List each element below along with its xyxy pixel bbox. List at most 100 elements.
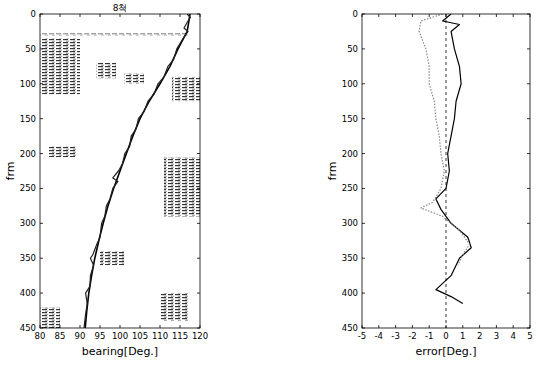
x-tick [140, 325, 141, 328]
x-tick [496, 325, 497, 328]
y-tick [362, 188, 365, 189]
y-tick [527, 328, 530, 329]
y-tick [197, 328, 200, 329]
y-tick-label: 50 [347, 44, 358, 54]
y-tick [197, 223, 200, 224]
clutter-region [160, 293, 188, 321]
y-tick [527, 48, 530, 49]
y-tick [40, 48, 43, 49]
y-tick-label: 250 [342, 183, 358, 193]
x-tick-label: -3 [391, 331, 399, 341]
y-tick [362, 328, 365, 329]
y-tick [527, 188, 530, 189]
x-tick [378, 325, 379, 328]
y-tick [197, 48, 200, 49]
x-tick-label: 95 [95, 331, 106, 341]
y-tick [197, 153, 200, 154]
y-tick [527, 83, 530, 84]
plot-background [40, 14, 200, 328]
x-tick [180, 14, 181, 17]
y-tick [40, 153, 43, 154]
y-axis-title: frm [326, 162, 339, 181]
clutter-region [48, 147, 76, 157]
y-tick-label: 150 [342, 114, 358, 124]
y-tick [197, 188, 200, 189]
x-tick [140, 14, 141, 17]
y-tick [40, 258, 43, 259]
clutter-region [40, 38, 80, 94]
y-tick-label: 250 [20, 183, 36, 193]
y-tick [527, 14, 530, 15]
y-tick [40, 188, 43, 189]
y-tick [527, 223, 530, 224]
clutter-region [40, 34, 188, 36]
x-tick-label: 90 [75, 331, 86, 341]
x-tick [80, 325, 81, 328]
x-tick [60, 14, 61, 17]
clutter-region [100, 251, 124, 265]
x-tick-label: 1 [460, 331, 465, 341]
plot-frame [362, 14, 530, 328]
x-tick-label: -4 [375, 331, 383, 341]
x-tick [180, 325, 181, 328]
x-axis-title: error[Deg.] [416, 345, 477, 358]
x-tick [462, 14, 463, 17]
y-tick [362, 118, 365, 119]
y-tick [197, 118, 200, 119]
y-tick [40, 223, 43, 224]
x-tick [412, 14, 413, 17]
y-tick [362, 153, 365, 154]
x-tick [479, 325, 480, 328]
plot-background [362, 14, 530, 328]
y-tick [197, 83, 200, 84]
clutter-region [96, 63, 116, 78]
plot-frame [40, 14, 200, 328]
y-tick [40, 293, 43, 294]
y-tick [362, 14, 365, 15]
x-tick [100, 14, 101, 17]
x-tick [100, 325, 101, 328]
y-axis-title: frm [4, 162, 17, 181]
y-tick [527, 153, 530, 154]
chart-title: 8척 [113, 3, 128, 13]
x-tick [446, 325, 447, 328]
x-tick [120, 325, 121, 328]
x-tick [429, 325, 430, 328]
x-tick-label: 0 [443, 331, 448, 341]
y-tick [362, 223, 365, 224]
x-tick [429, 14, 430, 17]
x-tick [362, 14, 363, 17]
x-tick [395, 325, 396, 328]
y-tick-label: 400 [20, 288, 36, 298]
x-tick [496, 14, 497, 17]
y-tick [40, 14, 43, 15]
panel: 8085909510010511011512005010015020025030… [4, 3, 208, 358]
y-tick [362, 258, 365, 259]
y-tick [527, 118, 530, 119]
y-tick-label: 400 [342, 288, 358, 298]
x-tick [530, 325, 531, 328]
clutter-region [172, 77, 200, 101]
series-line [419, 14, 469, 265]
x-tick [412, 325, 413, 328]
y-tick-label: 50 [25, 44, 36, 54]
series-line [436, 14, 471, 304]
x-tick [120, 14, 121, 17]
x-tick-label: -5 [358, 331, 366, 341]
x-tick-label: 85 [55, 331, 66, 341]
figure: 8085909510010511011512005010015020025030… [0, 0, 538, 372]
y-tick-label: 0 [353, 9, 358, 19]
x-tick-label: 3 [494, 331, 499, 341]
x-tick-label: 120 [192, 331, 208, 341]
y-tick-label: 350 [20, 253, 36, 263]
y-tick [197, 258, 200, 259]
x-tick [80, 14, 81, 17]
x-tick-label: 110 [152, 331, 168, 341]
x-tick [479, 14, 480, 17]
series-line [84, 14, 190, 328]
x-tick [40, 325, 41, 328]
y-tick-label: 200 [342, 149, 358, 159]
clutter-region [164, 157, 200, 216]
x-tick [362, 325, 363, 328]
clutter-region [40, 307, 60, 328]
